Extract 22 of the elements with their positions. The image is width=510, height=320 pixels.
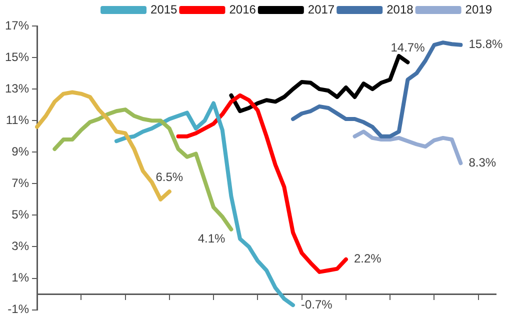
data-label: 14.7% [390,40,426,55]
data-label: 2.2% [354,252,382,266]
y-tick-label: 1% [12,270,30,285]
y-tick-label: 11% [6,112,30,127]
legend-label: 2018 [386,2,414,16]
data-label: 15.8% [468,37,504,52]
data-label: -0.7% [300,297,333,312]
legend-label: 2017 [308,2,335,16]
y-tick-label: 13% [4,81,30,96]
y-tick-label: 3% [12,239,30,254]
y-tick-label: 7% [12,176,30,190]
legend-label: 2019 [465,2,492,16]
y-tick-label: 5% [12,208,30,222]
legend-label: 2015 [150,2,178,16]
y-tick-label: 17% [4,18,30,32]
y-tick-label: -1% [8,302,30,316]
legend-label: 2016 [229,2,256,16]
y-tick-label: 15% [4,50,30,64]
data-label: 8.3% [468,155,496,170]
y-tick-label: 9% [12,144,30,158]
data-label: 4.1% [198,232,226,246]
data-label: 6.5% [156,170,184,184]
